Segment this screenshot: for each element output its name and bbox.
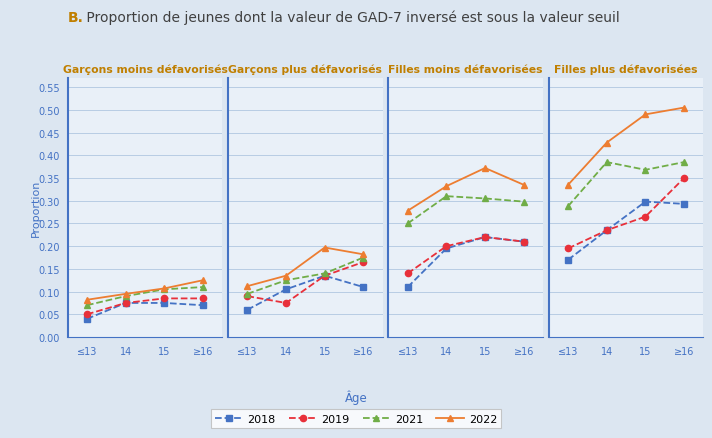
Y-axis label: Proportion: Proportion bbox=[31, 180, 41, 237]
Text: Filles plus défavorisées: Filles plus défavorisées bbox=[555, 64, 698, 74]
Text: B.: B. bbox=[68, 11, 83, 25]
Text: Garçons moins défavorisés: Garçons moins défavorisés bbox=[63, 64, 227, 74]
Text: Filles moins défavorisées: Filles moins défavorisées bbox=[389, 64, 543, 74]
Text: Garçons plus défavorisés: Garçons plus défavorisés bbox=[229, 64, 382, 74]
Legend: 2018, 2019, 2021, 2022: 2018, 2019, 2021, 2022 bbox=[211, 409, 501, 428]
Text: Proportion de jeunes dont la valeur de GAD-7 inversé est sous la valeur seuil: Proportion de jeunes dont la valeur de G… bbox=[82, 11, 619, 25]
Text: Âge: Âge bbox=[345, 389, 367, 404]
